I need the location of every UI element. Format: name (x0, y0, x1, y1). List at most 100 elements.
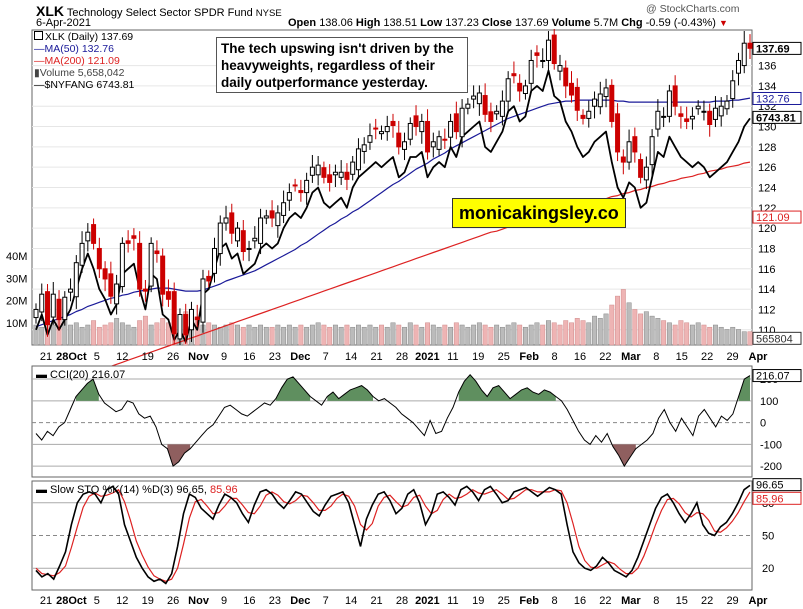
candle (68, 278, 74, 302)
date-tick-label: 15 (676, 351, 688, 363)
volume-bar (436, 326, 442, 346)
candle (586, 100, 592, 128)
candle (91, 218, 97, 250)
cci-tick-label: -200 (760, 461, 782, 473)
candle (511, 61, 517, 84)
candle (235, 222, 241, 247)
date-tick-label: 29 (726, 351, 738, 363)
candle (332, 164, 338, 187)
date-tick-label: Nov (188, 595, 210, 607)
cci-tick-label: -100 (760, 439, 782, 451)
candle-body (603, 87, 609, 98)
date-tick-label: Nov (188, 351, 210, 363)
candle (638, 153, 644, 184)
candle-body (171, 291, 177, 335)
candle-body (707, 110, 713, 125)
volume-bar (730, 326, 736, 346)
legend-nyfang-label: $NYFANG 6743.81 (44, 79, 135, 91)
candle (263, 209, 269, 225)
candle-body (678, 113, 684, 117)
candle (701, 100, 707, 121)
candle (402, 132, 408, 161)
candle-body (154, 250, 160, 255)
price-tick-label: 134 (758, 81, 776, 93)
candle (574, 78, 580, 121)
candle-body (666, 90, 672, 117)
date-tick-label: 19 (142, 351, 154, 363)
candle-body (517, 82, 523, 92)
volume-bar (142, 315, 148, 346)
candle-body (142, 288, 148, 292)
candle (476, 85, 482, 116)
price-legend: XLK (Daily) 137.69 —MA(50) 132.76 —MA(20… (34, 31, 134, 91)
volume-bar (695, 322, 701, 346)
volume-bar (574, 318, 580, 346)
candle (488, 102, 494, 133)
ma50-line (35, 97, 751, 328)
chg-label: Chg (621, 17, 643, 29)
candle (465, 98, 471, 115)
date-tick-label: Apr (749, 595, 769, 607)
candle-body (436, 136, 442, 150)
fund-name: Technology Select Sector SPDR Fund (66, 7, 253, 19)
date-tick-label: 28Oct (56, 351, 87, 363)
sto-d-line (35, 488, 751, 582)
candle (350, 156, 356, 181)
candle-body (632, 136, 638, 153)
candle-body (413, 115, 419, 128)
candle-body (419, 120, 425, 133)
candle (695, 100, 701, 115)
candle (154, 240, 160, 263)
volume-bar (108, 322, 114, 346)
candle-body (62, 296, 68, 321)
candle (50, 282, 56, 325)
candle (183, 303, 189, 344)
volume-bar (551, 322, 557, 346)
date-tick-label: 5 (94, 351, 100, 363)
volume-bar (528, 324, 534, 346)
candle-body (649, 136, 655, 166)
candle-body (332, 171, 338, 176)
volume-bar (701, 324, 707, 346)
candle (528, 49, 534, 93)
candle-body (482, 95, 488, 115)
price-tick-label: 126 (758, 162, 776, 174)
volume-bar (747, 331, 753, 346)
candle (148, 237, 154, 293)
candle (534, 45, 540, 68)
volume-bar (137, 320, 143, 346)
volume-bar (597, 318, 603, 346)
candle-body (223, 217, 229, 224)
date-tick-label: 29 (726, 595, 738, 607)
candle (471, 85, 477, 109)
candle (286, 183, 292, 211)
date-tick-label: 16 (574, 595, 586, 607)
candle-body (200, 278, 206, 323)
candle-icon (34, 31, 43, 40)
candle (246, 240, 252, 262)
cci-overbought-fill (76, 379, 99, 401)
candle-body (131, 235, 137, 239)
sto-d-badge: 85.96 (756, 493, 784, 505)
date-axis-upper: 21 28Oct 5 12 19 26 Nov 9 16 23 Dec 7 14 21 28 2021 11 19… (40, 351, 768, 363)
candle (730, 70, 736, 108)
volume-bar (367, 324, 373, 346)
candle-body (137, 242, 143, 290)
candle (615, 103, 621, 162)
cci-plot-area (31, 365, 753, 478)
date-tick-label: 14 (345, 351, 357, 363)
nyfang-badge-box (752, 110, 802, 124)
candle (373, 118, 379, 140)
candle-body (269, 210, 275, 219)
candle-body (741, 42, 747, 67)
candle-body (747, 42, 753, 49)
candle-body (528, 59, 534, 84)
volume-bar (459, 324, 465, 346)
date-tick-label: 11 (447, 595, 458, 607)
date-tick-label: 2021 (415, 351, 439, 363)
date-tick-label: 21 (370, 351, 382, 363)
date-tick-label: 9 (221, 351, 227, 363)
volume-bar (511, 322, 517, 346)
candle-body (165, 291, 171, 300)
candle (367, 123, 373, 150)
